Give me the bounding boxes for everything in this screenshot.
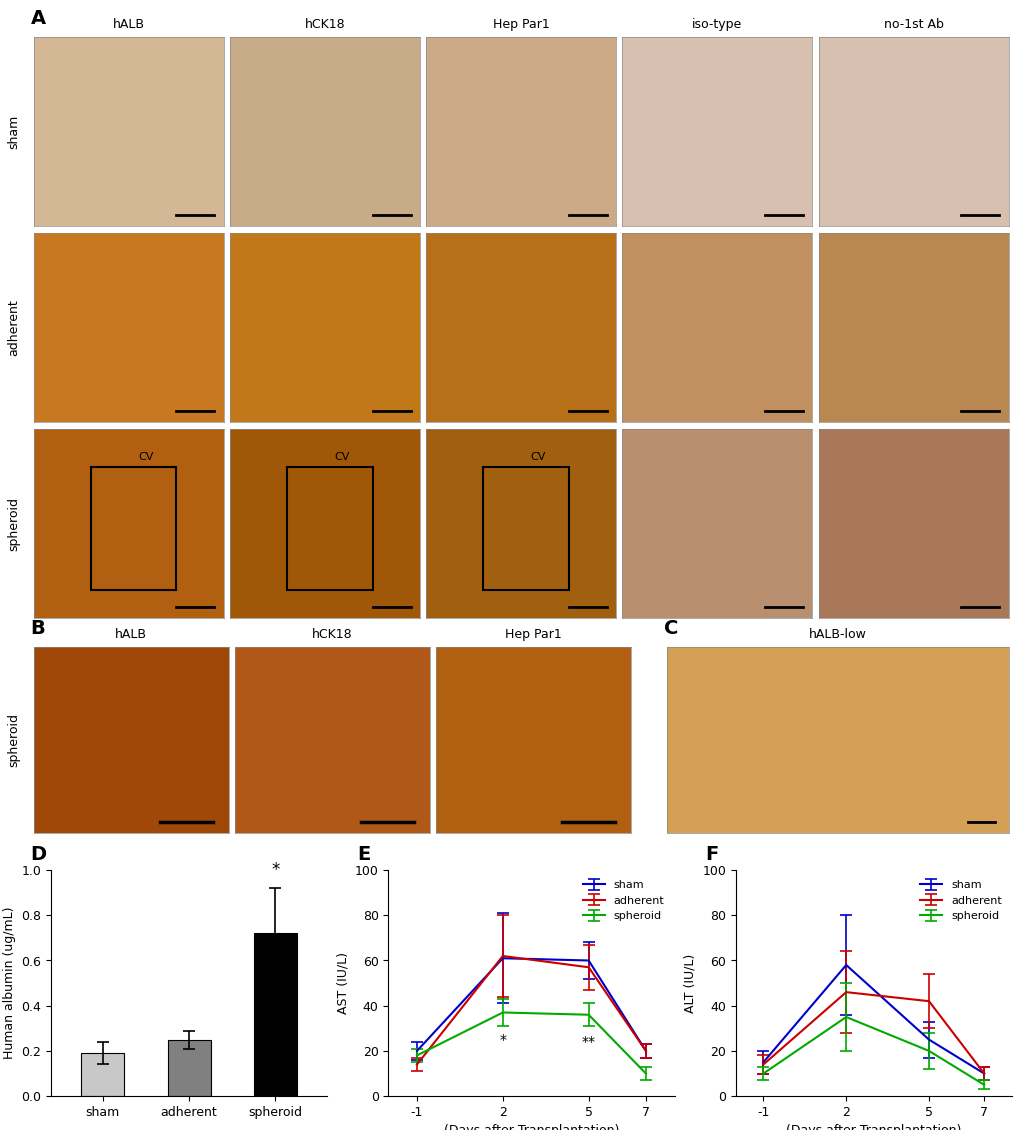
Legend: sham, adherent, spheroid: sham, adherent, spheroid — [916, 876, 1007, 925]
Bar — [168, 1040, 211, 1096]
X-axis label: (Days after Transplantation): (Days after Transplantation) — [786, 1124, 962, 1130]
Text: spheroid: spheroid — [7, 713, 20, 767]
Text: CV: CV — [138, 452, 153, 462]
Y-axis label: ALT (IU/L): ALT (IU/L) — [684, 954, 697, 1012]
Text: Hep Par1: Hep Par1 — [505, 627, 561, 641]
Text: B: B — [31, 619, 45, 638]
Text: A: A — [31, 9, 46, 28]
Text: D: D — [31, 845, 47, 864]
Bar — [82, 1053, 125, 1096]
Text: spheroid: spheroid — [7, 496, 20, 550]
Legend: sham, adherent, spheroid: sham, adherent, spheroid — [578, 876, 669, 925]
Text: hALB: hALB — [115, 627, 147, 641]
Text: hCK18: hCK18 — [312, 627, 353, 641]
Text: F: F — [705, 845, 718, 864]
Text: **: ** — [582, 1035, 596, 1049]
Text: adherent: adherent — [7, 299, 20, 356]
Text: iso-type: iso-type — [692, 17, 743, 31]
Text: C: C — [664, 619, 679, 638]
Text: hCK18: hCK18 — [305, 17, 345, 31]
Y-axis label: Human albumin (ug/mL): Human albumin (ug/mL) — [3, 907, 15, 1059]
Text: *: * — [500, 1033, 506, 1046]
Text: hALB-low: hALB-low — [809, 627, 867, 641]
Text: sham: sham — [7, 115, 20, 149]
Text: no-1st Ab: no-1st Ab — [884, 17, 943, 31]
Text: E: E — [358, 845, 371, 864]
Text: Hep Par1: Hep Par1 — [493, 17, 550, 31]
X-axis label: (Days after Transplantation): (Days after Transplantation) — [444, 1124, 619, 1130]
Text: hALB: hALB — [112, 17, 145, 31]
Y-axis label: AST (IU/L): AST (IU/L) — [336, 953, 350, 1014]
Text: *: * — [271, 861, 279, 879]
Text: CV: CV — [334, 452, 350, 462]
Bar — [253, 933, 296, 1096]
Text: CV: CV — [530, 452, 546, 462]
